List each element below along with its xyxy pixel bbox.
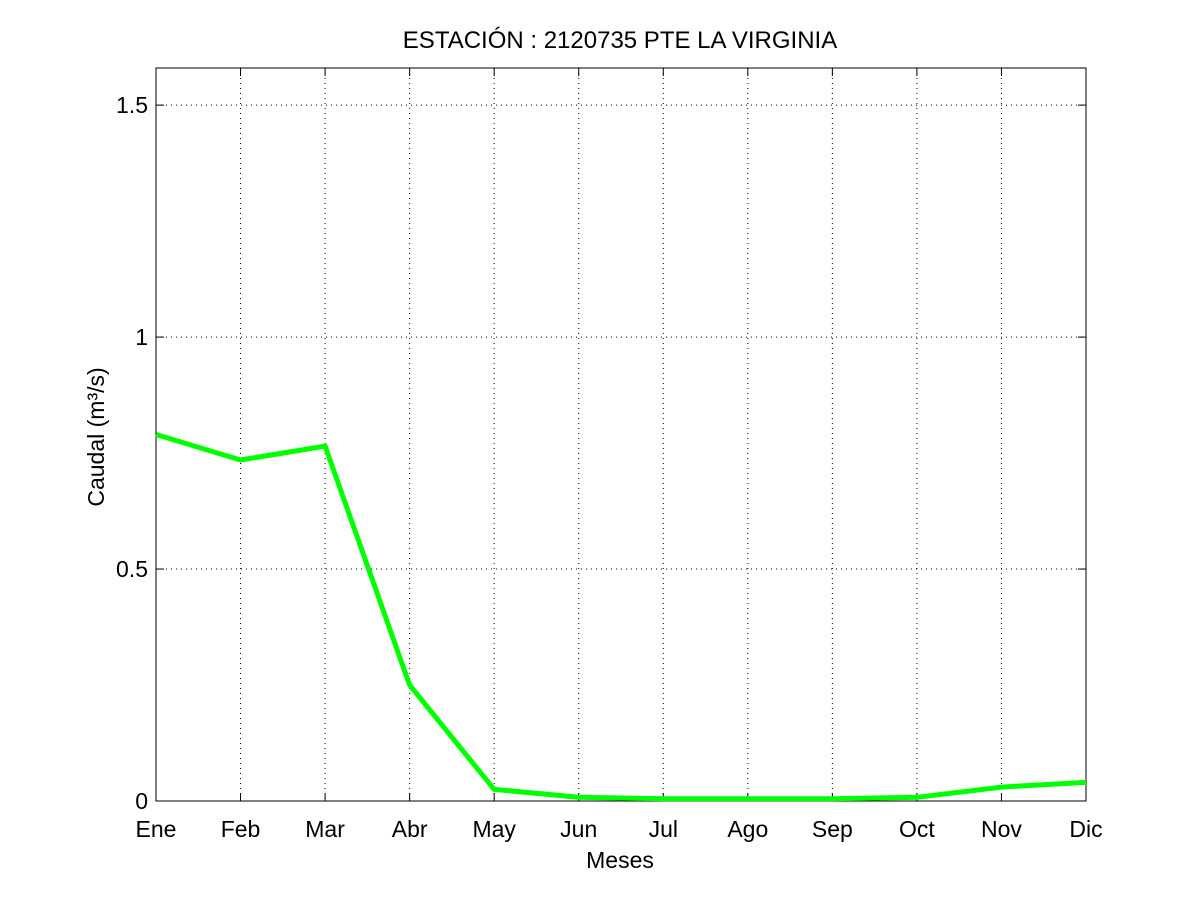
grid xyxy=(156,68,1086,801)
chart-title: ESTACIÓN : 2120735 PTE LA VIRGINIA xyxy=(403,27,837,54)
series-layer xyxy=(155,432,1087,802)
x-tick-labels: Ene Feb Mar Abr May Jun Jul Ago Sep Oct Nov Dic xyxy=(136,816,1103,842)
x-tick-label: Ene xyxy=(136,816,177,842)
y-tick-labels: 0 0.5 1 1.5 xyxy=(116,92,148,814)
x-tick-label: May xyxy=(472,816,516,842)
y-tick-label: 1.5 xyxy=(116,92,148,118)
axis-ticks xyxy=(155,68,1087,802)
x-tick-label: Jun xyxy=(560,816,597,842)
x-tick-label: Ago xyxy=(727,816,768,842)
x-tick-label: Oct xyxy=(899,816,935,842)
x-axis-label: Meses xyxy=(586,847,654,873)
series-line xyxy=(155,432,1087,802)
x-tick-label: Abr xyxy=(392,816,428,842)
x-tick-label: Jul xyxy=(649,816,678,842)
x-tick-label: Feb xyxy=(221,816,261,842)
x-tick-label: Mar xyxy=(305,816,345,842)
y-tick-label: 1 xyxy=(135,324,148,350)
x-tick-label: Sep xyxy=(812,816,853,842)
y-tick-label: 0.5 xyxy=(116,556,148,582)
x-tick-label: Dic xyxy=(1069,816,1102,842)
y-tick-label: 0 xyxy=(135,788,148,814)
plot-frame xyxy=(155,67,1087,802)
x-tick-label: Nov xyxy=(981,816,1022,842)
y-axis-label: Caudal (m³/s) xyxy=(83,367,109,506)
